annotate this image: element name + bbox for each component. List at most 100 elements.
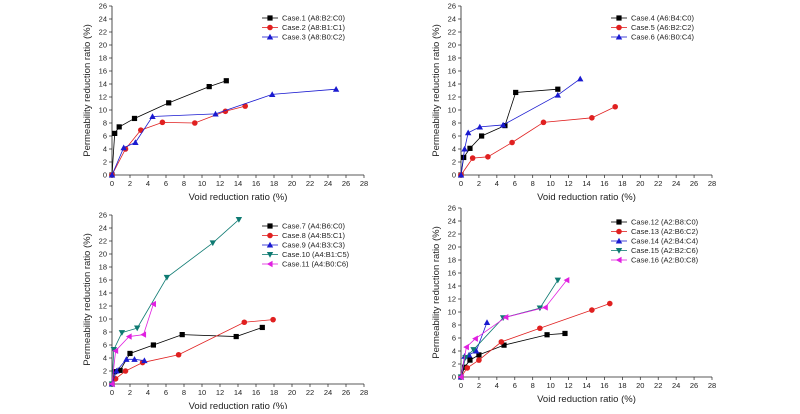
- data-point: [175, 351, 182, 358]
- data-point: [540, 119, 547, 126]
- legend-label: Case.8 (A4:B5:C1): [282, 231, 345, 240]
- legend-marker: [615, 33, 623, 40]
- y-tick-label: 4: [103, 145, 107, 154]
- data-point: [123, 356, 130, 362]
- y-tick-label: 16: [448, 269, 456, 278]
- x-tick-label: 16: [600, 381, 608, 390]
- y-tick-label: 16: [99, 276, 107, 285]
- data-point: [589, 307, 595, 313]
- x-tick-label: 10: [198, 388, 206, 397]
- legend-marker: [615, 256, 622, 264]
- x-tick-label: 2: [128, 388, 132, 397]
- legend-label: Case.5 (A6:B2:C2): [631, 23, 694, 32]
- y-tick-label: 0: [452, 373, 456, 382]
- data-point: [140, 331, 147, 338]
- x-tick-label: 4: [495, 381, 499, 390]
- legend: Case.4 (A6:B4:C0)Case.5 (A6:B2:C2)Case.6…: [611, 14, 694, 42]
- y-tick-label: 22: [448, 28, 456, 37]
- y-tick-label: 0: [452, 171, 456, 180]
- x-tick-label: 6: [164, 179, 168, 188]
- x-tick-label: 16: [252, 179, 260, 188]
- data-point: [149, 113, 156, 120]
- y-tick-label: 2: [103, 158, 107, 167]
- series-line: [460, 279, 559, 378]
- x-tick-label: 16: [600, 179, 608, 188]
- y-tick-label: 12: [99, 302, 107, 311]
- x-tick-label: 20: [636, 381, 644, 390]
- data-point: [476, 357, 482, 363]
- x-tick-label: 16: [252, 388, 260, 397]
- data-point: [467, 145, 473, 151]
- x-tick-label: 26: [342, 388, 350, 397]
- data-point: [463, 343, 469, 351]
- legend-marker: [266, 251, 274, 258]
- y-tick-label: 10: [448, 106, 456, 115]
- chart-panel-4: 0 2 4 6 8 10 12 14 16 18 20 22 24 26 28024681012141618…: [431, 204, 716, 405]
- series-line: [111, 80, 227, 176]
- y-axis-title: Permeability reduction ratio (%): [431, 226, 442, 359]
- legend: Case.7 (A4:B6:C0)Case.8 (A4:B5:C1)Case.9…: [262, 222, 350, 269]
- data-point: [461, 145, 468, 152]
- chart-panel-3: 0 2 4 6 8 10 12 14 16 18 20 22 24 26 28024681012141618…: [82, 211, 368, 412]
- y-tick-label: 26: [99, 211, 107, 220]
- y-tick-label: 18: [99, 263, 107, 272]
- legend-label: Case.2 (A8:B1:C1): [282, 23, 345, 32]
- data-point: [469, 155, 476, 161]
- y-tick-label: 18: [99, 54, 107, 63]
- x-tick-label: 4: [146, 179, 150, 188]
- data-point: [125, 333, 132, 340]
- data-point: [116, 124, 122, 130]
- y-tick-label: 0: [103, 380, 107, 389]
- series-1: [458, 86, 561, 178]
- legend-label: Case.10 (A4:B1:C5): [282, 250, 350, 259]
- data-point: [332, 86, 340, 92]
- x-tick-label: 8: [182, 179, 186, 188]
- data-point: [242, 103, 248, 109]
- data-point: [233, 333, 239, 340]
- x-tick-label: 22: [306, 388, 314, 397]
- data-point: [479, 133, 485, 139]
- data-point: [589, 115, 595, 121]
- x-tick-label: 6: [513, 381, 517, 390]
- y-tick-label: 18: [448, 256, 456, 265]
- x-tick-label: 28: [708, 381, 716, 390]
- x-tick-label: 20: [288, 179, 296, 188]
- x-tick-label: 26: [342, 179, 350, 188]
- y-tick-label: 4: [452, 347, 456, 356]
- y-tick-label: 12: [448, 295, 456, 304]
- x-tick-label: 12: [216, 388, 224, 397]
- legend-label: Case.4 (A6:B4:C0): [631, 14, 694, 23]
- x-tick-label: 4: [146, 388, 150, 397]
- x-tick-label: 14: [582, 381, 590, 390]
- legend-label: Case.6 (A6:B0:C4): [631, 33, 694, 42]
- data-point: [464, 129, 472, 136]
- y-tick-label: 6: [103, 132, 107, 141]
- data-point: [457, 171, 465, 178]
- chart-panel-1: 0 2 4 6 8 10 12 14 16 18 20 22 24 26 28024681012141618…: [82, 2, 368, 203]
- legend-marker: [616, 15, 622, 21]
- x-tick-label: 2: [128, 179, 132, 188]
- y-tick-label: 20: [448, 41, 456, 50]
- data-point: [108, 380, 115, 388]
- x-tick-label: 28: [708, 179, 716, 188]
- data-point: [270, 316, 276, 323]
- x-tick-label: 18: [270, 179, 278, 188]
- data-point: [499, 121, 507, 128]
- x-tick-label: 22: [654, 179, 662, 188]
- x-tick-label: 12: [564, 381, 572, 390]
- data-point: [537, 325, 543, 332]
- data-point: [131, 115, 138, 122]
- legend-marker: [616, 228, 622, 235]
- y-tick-label: 24: [448, 217, 456, 226]
- series-2: [458, 103, 618, 178]
- series-line: [111, 88, 337, 176]
- y-axis-title: Permeability reduction ratio (%): [82, 233, 93, 366]
- x-tick-label: 8: [531, 381, 535, 390]
- data-point: [554, 91, 562, 98]
- data-point: [110, 346, 117, 353]
- x-tick-label: 6: [513, 179, 517, 188]
- data-point: [612, 103, 618, 110]
- data-point: [122, 368, 129, 374]
- series-line: [460, 279, 568, 378]
